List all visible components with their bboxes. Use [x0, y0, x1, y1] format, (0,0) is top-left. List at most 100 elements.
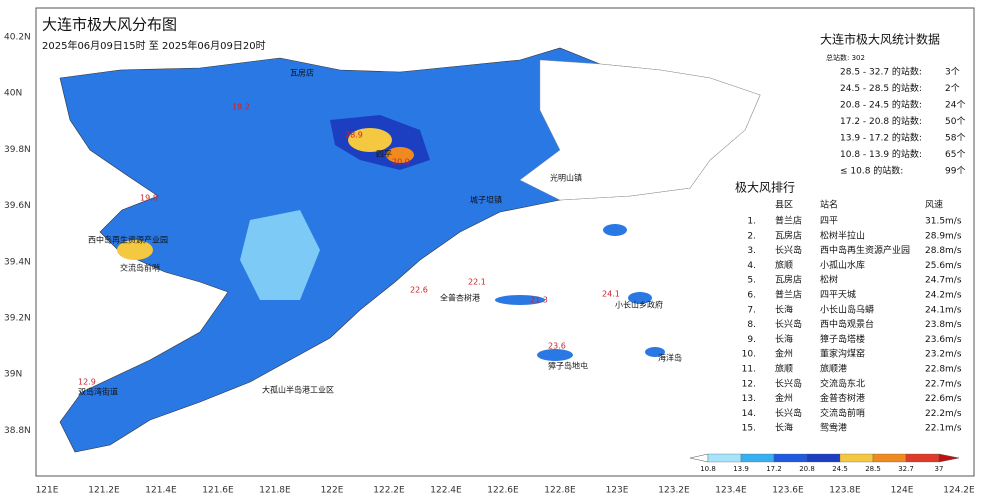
lon-label: 122E — [321, 486, 344, 496]
island — [537, 349, 573, 361]
colorbar-box — [806, 453, 841, 463]
rank-cell: 金普杏树港 — [820, 392, 865, 404]
rank-cell: 旅顺 — [775, 259, 793, 271]
place-label: 四平 — [376, 150, 392, 159]
rank-cell: 交流岛东北 — [820, 377, 865, 389]
ranking-header: 风速 — [925, 200, 943, 211]
lon-label: 124E — [891, 486, 914, 496]
island — [628, 292, 652, 304]
island — [495, 295, 545, 305]
rank-cell: 22.7m/s — [925, 379, 962, 389]
rank-cell: 23.8m/s — [925, 320, 962, 330]
stats-range: 17.2 - 20.8 的站数: — [840, 115, 922, 127]
rank-number: 13. — [742, 394, 756, 404]
station-value: 20.9 — [392, 158, 410, 167]
rank-number: 10. — [742, 350, 756, 360]
gust-area — [117, 240, 153, 260]
lon-label: 124.2E — [943, 486, 975, 496]
colorbar-label: 24.5 — [832, 465, 848, 473]
rank-cell: 25.6m/s — [925, 261, 962, 271]
rank-number: 5. — [747, 276, 756, 286]
place-label: 小长山乡政府 — [615, 300, 663, 310]
map-title: 大连市极大风分布图 — [42, 16, 177, 34]
island — [603, 224, 627, 236]
rank-cell: 28.9m/s — [925, 231, 962, 241]
stats-range: 13.9 - 17.2 的站数: — [840, 132, 922, 144]
rank-cell: 23.6m/s — [925, 335, 962, 345]
rank-number: 12. — [742, 379, 756, 389]
rank-cell: 23.2m/s — [925, 350, 962, 360]
colorbar-box — [872, 453, 907, 463]
rank-number: 14. — [742, 409, 756, 419]
colorbar-label: 20.8 — [799, 465, 815, 473]
rank-cell: 长海 — [775, 333, 793, 345]
lon-label: 122.6E — [487, 486, 519, 496]
lat-label: 39.8N — [4, 145, 31, 155]
colorbar-box — [740, 453, 775, 463]
stats-count: 99个 — [945, 166, 965, 177]
rank-cell: 28.8m/s — [925, 246, 962, 256]
colorbar-box — [905, 453, 940, 463]
colorbar-label: 32.7 — [898, 465, 914, 473]
rank-cell: 22.1m/s — [925, 424, 962, 434]
lon-label: 123.8E — [829, 486, 861, 496]
lat-label: 39.2N — [4, 314, 31, 324]
rank-number: 1. — [747, 217, 756, 227]
place-label: 光明山镇 — [550, 173, 582, 183]
rank-cell: 四平天城 — [820, 290, 856, 301]
rank-cell: 长海 — [775, 303, 793, 315]
rank-number: 6. — [747, 291, 756, 301]
rank-cell: 瓦房店 — [775, 274, 802, 286]
map-shapes — [59, 47, 761, 453]
rank-number: 4. — [747, 261, 756, 271]
rank-cell: 22.8m/s — [925, 365, 962, 375]
island — [645, 347, 665, 357]
stats-range: 10.8 - 13.9 的站数: — [840, 148, 922, 160]
stats-count: 50个 — [945, 116, 965, 127]
rank-cell: 鸳鸯港 — [820, 422, 847, 434]
colorbar-label: 28.5 — [865, 465, 881, 473]
place-label: 西中岛再生资源产业园 — [88, 235, 168, 245]
station-value: 22.1 — [468, 278, 486, 287]
rank-cell: 普兰店 — [775, 289, 802, 301]
rank-cell: 长兴岛 — [775, 318, 802, 330]
place-label: 双岛湾街道 — [78, 387, 118, 397]
rank-cell: 普兰店 — [775, 215, 802, 227]
stats-count: 24个 — [945, 100, 965, 111]
colorbar-label: 10.8 — [700, 465, 716, 473]
ranking-header: 县区 — [775, 200, 793, 211]
rank-cell: 瓦房店 — [775, 229, 802, 241]
stats-title: 大连市极大风统计数据 — [820, 32, 940, 47]
stats-count: 3个 — [945, 67, 960, 78]
rank-cell: 西中岛再生资源产业园 — [820, 244, 910, 256]
place-label: 大孤山半岛港工业区 — [262, 385, 334, 395]
gust-area — [348, 128, 392, 152]
lon-label: 121.8E — [259, 486, 291, 496]
rank-cell: 董家沟煤窑 — [820, 348, 865, 360]
colorbar-label: 13.9 — [733, 465, 749, 473]
lon-label: 121.6E — [202, 486, 234, 496]
rank-number: 7. — [747, 305, 756, 315]
lon-label: 121.2E — [88, 486, 120, 496]
rank-cell: 24.7m/s — [925, 276, 962, 286]
place-label: 城子坦镇 — [470, 195, 502, 205]
lon-label: 121.4E — [145, 486, 177, 496]
rank-cell: 金州 — [775, 348, 793, 360]
colorbar-end — [938, 453, 960, 463]
low-wind-area — [519, 59, 761, 201]
rank-cell: 旅顺港 — [820, 363, 847, 375]
colorbar-label: 37 — [935, 465, 944, 473]
rank-number: 9. — [747, 335, 756, 345]
rank-number: 15. — [742, 424, 756, 434]
stats-range: 24.5 - 28.5 的站数: — [840, 82, 922, 94]
lat-label: 38.8N — [4, 426, 31, 436]
lat-label: 40N — [4, 89, 22, 99]
rank-cell: 小孤山水库 — [820, 259, 865, 271]
stats-range: ≤ 10.8 的站数: — [840, 165, 903, 177]
station-value: 23.6 — [548, 342, 566, 351]
stats-count: 2个 — [945, 83, 960, 94]
lat-label: 39.6N — [4, 201, 31, 211]
colorbar-box — [707, 453, 742, 463]
rank-cell: 松树 — [820, 274, 838, 286]
